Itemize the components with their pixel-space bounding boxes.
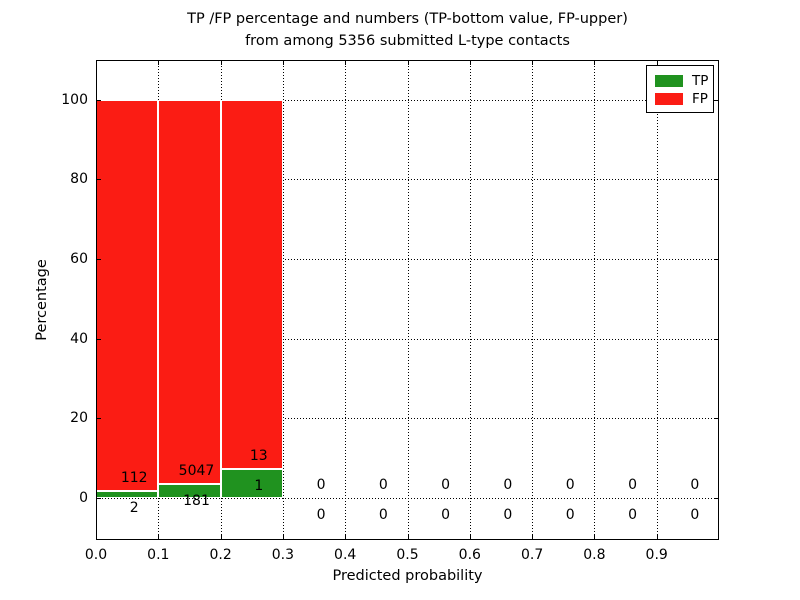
x-tick-label: 0.3: [271, 547, 295, 563]
y-tick-right: [714, 418, 719, 420]
fp-count-label: 0: [378, 476, 388, 493]
tp-count-label: 0: [690, 506, 700, 523]
x-tick-bottom: [345, 535, 347, 540]
fp-count-label: 0: [441, 476, 451, 493]
gridline-x-0.7: [532, 60, 534, 540]
chart-title: TP /FP percentage and numbers (TP-bottom…: [96, 8, 719, 52]
x-tick-label: 0.4: [334, 547, 357, 563]
fp-count-label: 13: [249, 448, 268, 465]
gridline-x-0.8: [594, 60, 596, 540]
x-tick-label: 0.6: [458, 547, 481, 563]
x-tick-label: 0.1: [147, 547, 170, 563]
x-tick-bottom: [656, 535, 658, 540]
x-tick-bottom: [532, 535, 534, 540]
x-tick-label: 0.8: [583, 547, 606, 563]
x-tick-top: [158, 60, 160, 65]
x-tick-top: [96, 60, 97, 65]
legend-label-fp: FP: [692, 91, 708, 107]
x-tick-bottom: [469, 535, 471, 540]
legend-item-tp: TP: [647, 72, 713, 90]
x-tick-bottom: [96, 535, 97, 540]
tp-count-label: 0: [316, 506, 326, 523]
fp-count-label: 5047: [178, 462, 215, 479]
y-tick-left: [96, 259, 101, 260]
tp-bar-segment: [96, 490, 159, 498]
y-tick-right: [714, 338, 719, 340]
x-tick-label: 0.0: [84, 547, 108, 563]
tp-count-label: 2: [129, 499, 139, 516]
x-tick-top: [282, 60, 284, 65]
x-tick-label: 0.5: [396, 547, 419, 563]
gridline-x-0.6: [469, 60, 471, 540]
tp-count-label: 0: [378, 506, 388, 523]
x-tick-top: [220, 60, 222, 65]
y-tick-label: 60: [70, 251, 88, 267]
y-tick-right: [714, 497, 719, 499]
x-tick-bottom: [158, 535, 160, 540]
y-tick-right: [714, 179, 719, 181]
fp-count-label: 0: [628, 476, 638, 493]
fp-count-label: 0: [565, 476, 575, 493]
chart-title-line2: from among 5356 submitted L-type contact…: [245, 33, 570, 49]
x-tick-label: 0.7: [520, 547, 544, 563]
x-tick-bottom: [407, 535, 409, 540]
legend-label-tp: TP: [692, 73, 709, 89]
fp-bar-segment: [220, 99, 283, 470]
y-tick-right: [714, 99, 719, 101]
fp-count-label: 0: [316, 476, 326, 493]
gridline-x-0.3: [282, 60, 284, 540]
y-tick-left: [96, 179, 101, 181]
y-tick-left: [96, 338, 101, 340]
tp-count-label: 1: [254, 478, 264, 495]
y-tick-right: [714, 259, 719, 260]
y-tick-left: [96, 99, 101, 101]
y-tick-label: 20: [70, 410, 88, 427]
x-axis-label: Predicted probability: [332, 568, 483, 584]
y-tick-label: 100: [61, 91, 88, 108]
legend: TP FP: [646, 65, 714, 113]
fp-count-label: 0: [503, 476, 513, 493]
fp-count-label: 112: [120, 469, 148, 486]
plot-area: 112 2 5047 181 13 1 0 0 0 0 0 0 0 0 0 0 0 0 0 0: [96, 60, 719, 540]
tp-count-label: 0: [503, 506, 513, 523]
legend-item-fp: FP: [647, 90, 713, 108]
x-tick-top: [407, 60, 409, 65]
x-tick-top: [594, 60, 596, 65]
x-tick-top: [345, 60, 347, 65]
x-tick-top: [469, 60, 471, 65]
x-tick-bottom: [282, 535, 284, 540]
tp-count-label: 0: [441, 506, 451, 523]
x-tick-top: [656, 60, 658, 65]
x-tick-label: 0.2: [209, 547, 232, 563]
y-tick-label: 40: [70, 330, 88, 347]
x-tick-label: 0.9: [645, 547, 668, 563]
x-tick-top: [532, 60, 534, 65]
tp-count-label: 0: [565, 506, 575, 523]
chart-title-line1: TP /FP percentage and numbers (TP-bottom…: [187, 11, 628, 27]
y-tick-label: 0: [79, 489, 88, 506]
fp-bar-segment: [158, 99, 221, 484]
y-tick-left: [96, 418, 101, 420]
gridline-x-0.9: [656, 60, 658, 540]
tp-color-swatch: [655, 75, 683, 87]
x-tick-bottom: [594, 535, 596, 540]
y-axis-label: Percentage: [34, 259, 50, 341]
y-tick-label: 80: [70, 171, 88, 188]
y-tick-left: [96, 497, 101, 499]
tp-count-label: 181: [183, 492, 210, 509]
fp-count-label: 0: [690, 476, 700, 493]
tp-bar-segment: [220, 469, 283, 498]
fp-color-swatch: [655, 93, 683, 105]
gridline-x-0.5: [407, 60, 409, 540]
tp-count-label: 0: [628, 506, 638, 523]
x-tick-bottom: [220, 535, 222, 540]
fp-bar-segment: [96, 99, 159, 491]
tp-bar-segment: [158, 484, 221, 498]
gridline-x-0.4: [345, 60, 347, 540]
